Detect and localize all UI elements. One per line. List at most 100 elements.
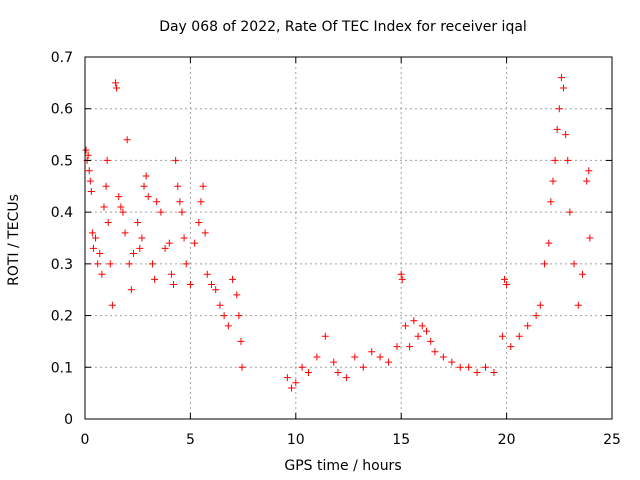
data-point — [121, 229, 129, 237]
data-point — [191, 239, 199, 247]
data-point — [127, 286, 135, 294]
y-tick-label: 0.7 — [51, 50, 73, 66]
data-point — [212, 286, 220, 294]
data-point — [498, 332, 506, 340]
data-point — [473, 368, 481, 376]
data-point — [87, 187, 95, 195]
data-point — [161, 244, 169, 252]
data-point — [148, 260, 156, 268]
plot-frame — [84, 56, 613, 420]
data-point — [238, 363, 246, 371]
data-point — [104, 218, 112, 226]
data-point — [351, 353, 359, 361]
data-point — [397, 270, 405, 278]
data-point — [170, 281, 178, 289]
data-point — [151, 275, 159, 283]
data-point — [368, 348, 376, 356]
data-point — [224, 322, 232, 330]
data-point — [115, 193, 123, 201]
data-point — [203, 270, 211, 278]
data-point — [102, 182, 110, 190]
x-tick-label: 25 — [603, 432, 621, 448]
data-point — [500, 275, 508, 283]
data-point — [176, 198, 184, 206]
data-point — [586, 234, 594, 242]
data-point — [585, 167, 593, 175]
data-point — [393, 343, 401, 351]
chart-title: Day 068 of 2022, Rate Of TEC Index for r… — [159, 19, 527, 35]
data-point — [410, 317, 418, 325]
data-point — [86, 177, 94, 185]
data-point — [235, 312, 243, 320]
data-point — [220, 312, 228, 320]
data-point — [129, 250, 137, 258]
data-point — [570, 260, 578, 268]
data-point — [330, 358, 338, 366]
data-point — [88, 229, 96, 237]
data-point — [482, 363, 490, 371]
data-point — [406, 343, 414, 351]
data-point — [172, 156, 180, 164]
data-point — [431, 348, 439, 356]
x-tick-label: 15 — [392, 432, 410, 448]
data-point — [157, 208, 165, 216]
data-point — [562, 131, 570, 139]
data-point — [524, 322, 532, 330]
data-point — [547, 198, 555, 206]
data-point — [541, 260, 549, 268]
data-point — [174, 182, 182, 190]
data-point — [142, 172, 150, 180]
data-point — [134, 218, 142, 226]
data-point — [288, 384, 296, 392]
data-point — [82, 146, 90, 154]
data-point — [545, 239, 553, 247]
data-point — [98, 270, 106, 278]
y-tick-label: 0.2 — [51, 309, 73, 325]
data-point — [551, 156, 559, 164]
data-point — [439, 353, 447, 361]
data-point — [342, 374, 350, 382]
data-point — [85, 167, 93, 175]
data-point — [557, 74, 565, 82]
data-point — [197, 198, 205, 206]
data-point — [94, 260, 102, 268]
data-point — [201, 229, 209, 237]
data-point — [465, 363, 473, 371]
data-point — [113, 84, 121, 92]
data-point — [89, 244, 97, 252]
data-point — [96, 250, 104, 258]
data-point — [359, 363, 367, 371]
data-point — [583, 177, 591, 185]
data-point — [560, 84, 568, 92]
data-point — [84, 151, 92, 159]
data-point — [216, 301, 224, 309]
data-point — [553, 125, 561, 133]
y-tick-label: 0.5 — [51, 153, 73, 169]
data-point — [138, 234, 146, 242]
data-point — [385, 358, 393, 366]
y-axis-label: ROTI / TECUs — [6, 194, 22, 286]
data-point — [123, 136, 131, 144]
data-points-layer — [82, 74, 594, 392]
data-point — [536, 301, 544, 309]
x-axis-label: GPS time / hours — [284, 458, 401, 474]
data-point — [503, 281, 511, 289]
tick-layer: 0 0.1 0.2 0.3 0.4 0.5 0.6 0.7 0 5 10 15 20 25 — [51, 50, 621, 448]
data-point — [321, 332, 329, 340]
data-point — [108, 301, 116, 309]
data-point — [414, 332, 422, 340]
data-point — [515, 332, 523, 340]
data-point — [490, 368, 498, 376]
data-point — [103, 156, 111, 164]
data-point — [292, 379, 300, 387]
data-point — [119, 208, 127, 216]
data-point — [283, 374, 291, 382]
data-point — [564, 156, 572, 164]
x-tick-label: 5 — [186, 432, 195, 448]
data-point — [401, 322, 409, 330]
data-point — [313, 353, 321, 361]
x-tick-label: 0 — [81, 432, 90, 448]
data-point — [376, 353, 384, 361]
data-point — [153, 198, 161, 206]
